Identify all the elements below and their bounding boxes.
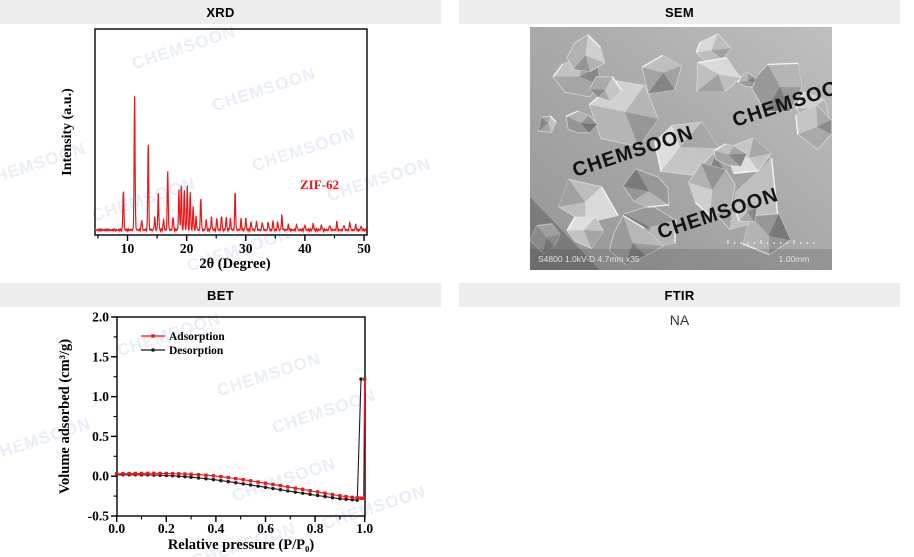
xrd-panel-title: XRD: [206, 4, 235, 20]
svg-text:-0.5: -0.5: [88, 509, 110, 524]
svg-text:2θ (Degree): 2θ (Degree): [199, 256, 270, 272]
svg-text:ZIF-62: ZIF-62: [300, 177, 339, 192]
svg-text:20: 20: [180, 241, 194, 256]
bet-panel-title: BET: [207, 287, 234, 303]
ftir-na-text: NA: [669, 312, 690, 328]
svg-text:0.0: 0.0: [108, 521, 125, 536]
svg-text:40: 40: [298, 241, 312, 256]
svg-text:50: 50: [357, 241, 371, 256]
bet-panel-header: BET: [0, 283, 441, 307]
svg-text:Volume adsorbed (cm³/g): Volume adsorbed (cm³/g): [57, 339, 73, 494]
svg-text:1.0: 1.0: [92, 389, 109, 404]
svg-text:0.4: 0.4: [207, 521, 224, 536]
svg-text:1.5: 1.5: [92, 349, 109, 364]
svg-text:Intensity (a.u.): Intensity (a.u.): [60, 88, 75, 176]
sem-info-text: S4800 1.0kV-D 4.7mm x35: [538, 254, 640, 264]
svg-text:1.0: 1.0: [356, 521, 373, 536]
svg-text:30: 30: [239, 241, 253, 256]
svg-text:0.0: 0.0: [92, 469, 109, 484]
xrd-panel-header: XRD: [0, 0, 441, 24]
sem-panel-title: SEM: [664, 4, 695, 20]
svg-text:0.5: 0.5: [92, 429, 109, 444]
svg-text:Adsorption: Adsorption: [169, 331, 225, 343]
sem-scale-label: 1.00mm: [779, 254, 810, 264]
ftir-panel-title: FTIR: [664, 287, 695, 303]
xrd-chart: 10 20 30 40 50 2θ (Degree) Intensity (a.u.) ZIF…: [60, 28, 371, 272]
svg-text:0.6: 0.6: [257, 521, 274, 536]
svg-text:10: 10: [121, 241, 135, 256]
svg-text:Relative pressure (P/P₀): Relative pressure (P/P₀): [168, 537, 315, 553]
ftir-panel-header: FTIR: [459, 283, 900, 307]
bet-chart: 0.0 0.2 0.4 0.6 0.8 1.02.01.51.00.50.0-0.5Rel…: [57, 310, 373, 554]
svg-text:0.2: 0.2: [158, 521, 175, 536]
svg-text:2.0: 2.0: [92, 310, 109, 325]
sem-scale-bar: [727, 240, 815, 244]
svg-text:0.8: 0.8: [307, 521, 324, 536]
svg-text:Desorption: Desorption: [169, 345, 224, 357]
sem-panel-header: SEM: [459, 0, 900, 24]
